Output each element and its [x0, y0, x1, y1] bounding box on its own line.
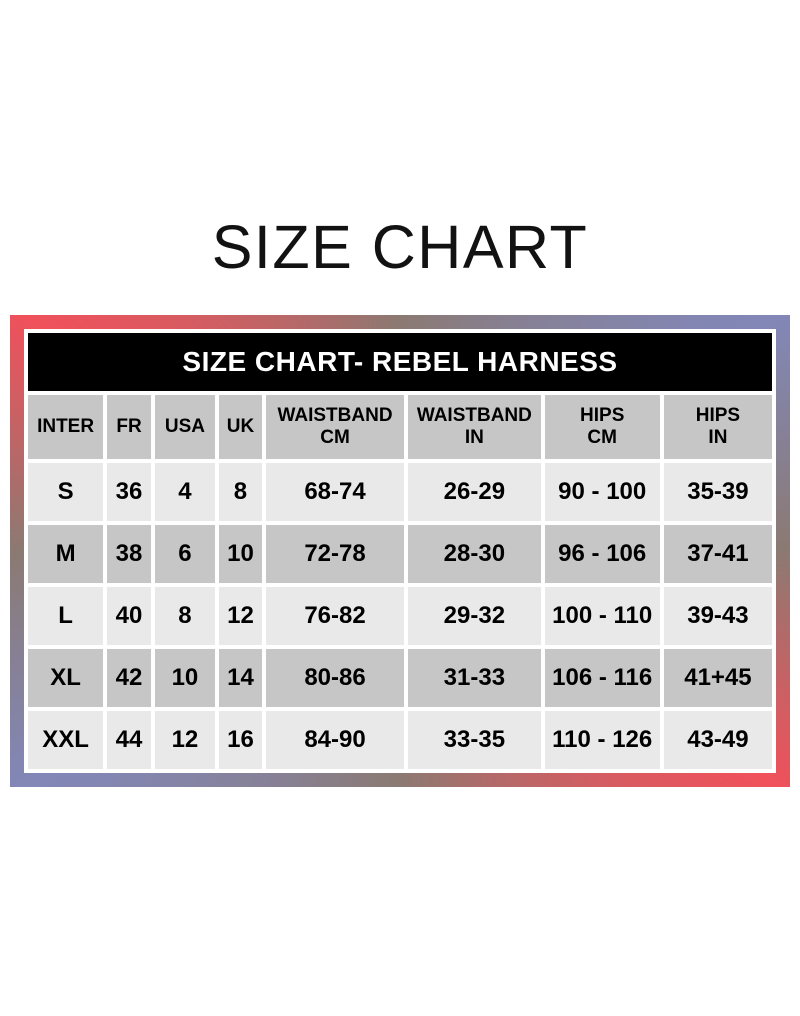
column-header-hips-cm: HIPS CM	[544, 395, 660, 459]
cell-hips-cm: 96 - 106	[544, 525, 660, 583]
cell-hips-in: 43-49	[663, 711, 772, 769]
cell-size: L	[28, 587, 104, 645]
cell-waistband-cm: 72-78	[265, 525, 405, 583]
cell-hips-in: 41+45	[663, 649, 772, 707]
column-header-inter: INTER	[28, 395, 104, 459]
cell-waistband-cm: 84-90	[265, 711, 405, 769]
column-header-waistband-in: WAISTBAND IN	[408, 395, 541, 459]
cell-waistband-in: 28-30	[408, 525, 541, 583]
cell-uk: 16	[218, 711, 262, 769]
cell-fr: 42	[107, 649, 151, 707]
cell-fr: 40	[107, 587, 151, 645]
table-title-row: SIZE CHART- REBEL HARNESS	[28, 333, 772, 391]
cell-hips-cm: 110 - 126	[544, 711, 660, 769]
cell-waistband-cm: 80-86	[265, 649, 405, 707]
cell-waistband-in: 29-32	[408, 587, 541, 645]
table-row-m: M 38 6 10 72-78 28-30 96 - 106 37-41	[28, 525, 772, 583]
cell-waistband-cm: 68-74	[265, 463, 405, 521]
cell-hips-in: 35-39	[663, 463, 772, 521]
cell-waistband-cm: 76-82	[265, 587, 405, 645]
cell-fr: 38	[107, 525, 151, 583]
cell-size: XL	[28, 649, 104, 707]
column-header-usa: USA	[154, 395, 215, 459]
cell-waistband-in: 26-29	[408, 463, 541, 521]
cell-usa: 10	[154, 649, 215, 707]
cell-fr: 44	[107, 711, 151, 769]
cell-hips-cm: 106 - 116	[544, 649, 660, 707]
table-row-xxl: XXL 44 12 16 84-90 33-35 110 - 126 43-49	[28, 711, 772, 769]
cell-usa: 4	[154, 463, 215, 521]
cell-hips-cm: 90 - 100	[544, 463, 660, 521]
cell-size: M	[28, 525, 104, 583]
cell-usa: 12	[154, 711, 215, 769]
cell-uk: 10	[218, 525, 262, 583]
column-header-waistband-cm: WAISTBAND CM	[265, 395, 405, 459]
page-title: SIZE CHART	[211, 213, 589, 281]
cell-hips-cm: 100 - 110	[544, 587, 660, 645]
cell-waistband-in: 33-35	[408, 711, 541, 769]
table-row-xl: XL 42 10 14 80-86 31-33 106 - 116 41+45	[28, 649, 772, 707]
cell-usa: 8	[154, 587, 215, 645]
cell-size: S	[28, 463, 104, 521]
table-row-l: L 40 8 12 76-82 29-32 100 - 110 39-43	[28, 587, 772, 645]
cell-usa: 6	[154, 525, 215, 583]
cell-waistband-in: 31-33	[408, 649, 541, 707]
table-title-band: SIZE CHART- REBEL HARNESS	[28, 333, 772, 391]
cell-hips-in: 37-41	[663, 525, 772, 583]
column-header-fr: FR	[107, 395, 151, 459]
table-row-s: S 36 4 8 68-74 26-29 90 - 100 35-39	[28, 463, 772, 521]
cell-size: XXL	[28, 711, 104, 769]
cell-hips-in: 39-43	[663, 587, 772, 645]
cell-uk: 12	[218, 587, 262, 645]
column-header-row: INTER FR USA UK WAISTBAND CM WAISTBAND I…	[28, 395, 772, 459]
cell-uk: 14	[218, 649, 262, 707]
column-header-hips-in: HIPS IN	[663, 395, 772, 459]
column-header-uk: UK	[218, 395, 262, 459]
size-chart-table: SIZE CHART- REBEL HARNESS INTER FR USA U…	[24, 329, 776, 773]
cell-fr: 36	[107, 463, 151, 521]
cell-uk: 8	[218, 463, 262, 521]
size-chart-frame: SIZE CHART- REBEL HARNESS INTER FR USA U…	[10, 315, 790, 787]
